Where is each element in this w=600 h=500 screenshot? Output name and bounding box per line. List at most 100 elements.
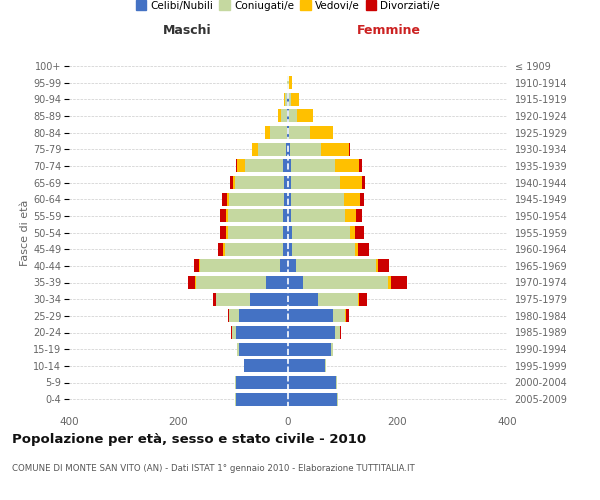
Bar: [297, 110, 313, 122]
Bar: [292, 242, 355, 256]
Bar: [271, 126, 287, 139]
Bar: [304, 276, 388, 289]
Bar: [233, 176, 235, 189]
Bar: [265, 126, 271, 139]
Bar: [355, 242, 358, 256]
Bar: [291, 176, 340, 189]
Bar: [278, 110, 281, 122]
Bar: [226, 210, 228, 222]
Bar: [283, 160, 288, 172]
Bar: [291, 210, 346, 222]
Bar: [331, 342, 333, 355]
Bar: [379, 260, 389, 272]
Bar: [213, 292, 216, 306]
Bar: [359, 160, 362, 172]
Bar: [223, 192, 227, 205]
Bar: [223, 242, 225, 256]
Bar: [229, 310, 239, 322]
Bar: [288, 376, 336, 389]
Bar: [288, 126, 289, 139]
Bar: [239, 310, 288, 322]
Y-axis label: Fasce di età: Fasce di età: [20, 200, 30, 266]
Text: Popolazione per età, sesso e stato civile - 2010: Popolazione per età, sesso e stato civil…: [12, 432, 366, 446]
Bar: [340, 326, 341, 339]
Bar: [318, 292, 358, 306]
Bar: [236, 376, 288, 389]
Bar: [228, 226, 283, 239]
Bar: [288, 360, 325, 372]
Bar: [289, 76, 292, 89]
Text: Maschi: Maschi: [163, 24, 212, 36]
Bar: [290, 142, 322, 156]
Bar: [227, 192, 229, 205]
Bar: [225, 242, 283, 256]
Bar: [236, 392, 288, 406]
Bar: [288, 342, 331, 355]
Bar: [199, 260, 200, 272]
Bar: [239, 342, 288, 355]
Bar: [289, 92, 291, 106]
Bar: [216, 292, 250, 306]
Bar: [289, 110, 297, 122]
Bar: [194, 260, 199, 272]
Text: Femmine: Femmine: [357, 24, 421, 36]
Bar: [333, 310, 345, 322]
Bar: [235, 176, 284, 189]
Bar: [259, 142, 286, 156]
Bar: [280, 260, 288, 272]
Bar: [252, 142, 259, 156]
Bar: [356, 210, 362, 222]
Bar: [200, 260, 280, 272]
Bar: [286, 142, 288, 156]
Bar: [229, 192, 284, 205]
Bar: [218, 242, 223, 256]
Bar: [244, 360, 288, 372]
Bar: [195, 276, 196, 289]
Bar: [346, 310, 349, 322]
Bar: [288, 276, 304, 289]
Bar: [289, 126, 310, 139]
Bar: [362, 176, 365, 189]
Bar: [288, 242, 292, 256]
Bar: [288, 260, 296, 272]
Bar: [292, 226, 350, 239]
Bar: [287, 126, 288, 139]
Bar: [226, 226, 228, 239]
Bar: [376, 260, 379, 272]
Bar: [349, 142, 350, 156]
Bar: [346, 210, 356, 222]
Bar: [220, 226, 226, 239]
Bar: [250, 292, 288, 306]
Bar: [237, 160, 245, 172]
Bar: [232, 326, 236, 339]
Bar: [288, 326, 335, 339]
Bar: [220, 210, 226, 222]
Bar: [284, 92, 285, 106]
Bar: [288, 310, 333, 322]
Bar: [391, 276, 407, 289]
Bar: [288, 142, 290, 156]
Bar: [288, 76, 289, 89]
Bar: [350, 226, 355, 239]
Bar: [360, 192, 364, 205]
Bar: [358, 242, 369, 256]
Bar: [266, 276, 288, 289]
Bar: [355, 226, 364, 239]
Bar: [359, 292, 367, 306]
Bar: [340, 176, 362, 189]
Bar: [284, 192, 288, 205]
Bar: [291, 92, 299, 106]
Bar: [344, 192, 360, 205]
Bar: [236, 160, 237, 172]
Bar: [235, 376, 236, 389]
Bar: [335, 160, 359, 172]
Bar: [283, 210, 288, 222]
Text: COMUNE DI MONTE SAN VITO (AN) - Dati ISTAT 1° gennaio 2010 - Elaborazione TUTTIT: COMUNE DI MONTE SAN VITO (AN) - Dati IST…: [12, 464, 415, 473]
Bar: [228, 210, 283, 222]
Bar: [283, 242, 288, 256]
Bar: [288, 192, 291, 205]
Bar: [296, 260, 376, 272]
Bar: [288, 226, 292, 239]
Bar: [288, 292, 318, 306]
Bar: [196, 276, 266, 289]
